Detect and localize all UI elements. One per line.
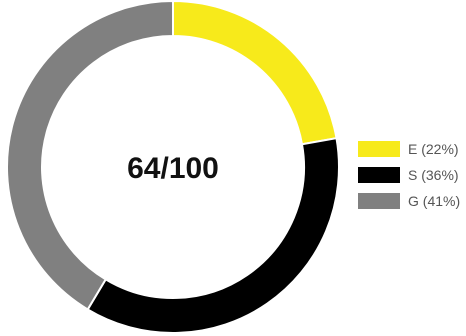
legend-item-e: E (22%) [358,136,460,162]
legend-label-e: E (22%) [408,141,459,157]
donut-slice-g [6,0,174,311]
center-score-label: 64/100 [127,152,219,185]
legend: E (22%) S (36%) G (41%) [358,136,460,214]
donut-slice-e [172,0,338,146]
legend-label-g: G (41%) [408,193,461,209]
legend-swatch-g [358,193,400,209]
legend-swatch-e [358,141,400,157]
legend-label-s: S (36%) [408,167,459,183]
legend-item-g: G (41%) [358,188,460,214]
legend-item-s: S (36%) [358,162,460,188]
legend-swatch-s [358,167,400,183]
donut-slices [6,0,340,334]
